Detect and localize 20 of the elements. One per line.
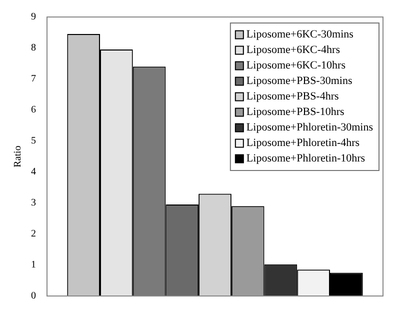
y-tick-label: 7 bbox=[31, 74, 36, 85]
y-tick-label: 2 bbox=[31, 228, 36, 240]
y-tick-label: 5 bbox=[31, 136, 36, 147]
legend-label: Liposome+Phloretin-10hrs bbox=[246, 152, 366, 165]
y-tick-label: 1 bbox=[31, 260, 36, 271]
legend-label: Liposome+6KC-10hrs bbox=[246, 60, 346, 72]
y-axis-title: Ratio bbox=[12, 146, 24, 168]
y-tick-label: 9 bbox=[31, 12, 36, 23]
y-tick-label: 6 bbox=[31, 104, 36, 116]
y-tick-label: 3 bbox=[31, 198, 36, 209]
legend-label: Liposome+PBS-30mins bbox=[246, 75, 352, 88]
legend-label: Liposome+Phloretin-30mins bbox=[246, 122, 374, 134]
legend-label: Liposome+PBS-4hrs bbox=[246, 90, 339, 103]
legend-label: Liposome+6KC-30mins bbox=[246, 28, 354, 41]
y-tick-label: 4 bbox=[31, 166, 36, 178]
y-tick-label: 0 bbox=[31, 290, 36, 302]
y-tick-label: 8 bbox=[31, 42, 36, 54]
legend-label: Liposome+6KC-4hrs bbox=[246, 44, 340, 56]
legend-label: Liposome+PBS-10hrs bbox=[246, 106, 344, 118]
legend-label: Liposome+Phloretin-4hrs bbox=[246, 137, 360, 150]
